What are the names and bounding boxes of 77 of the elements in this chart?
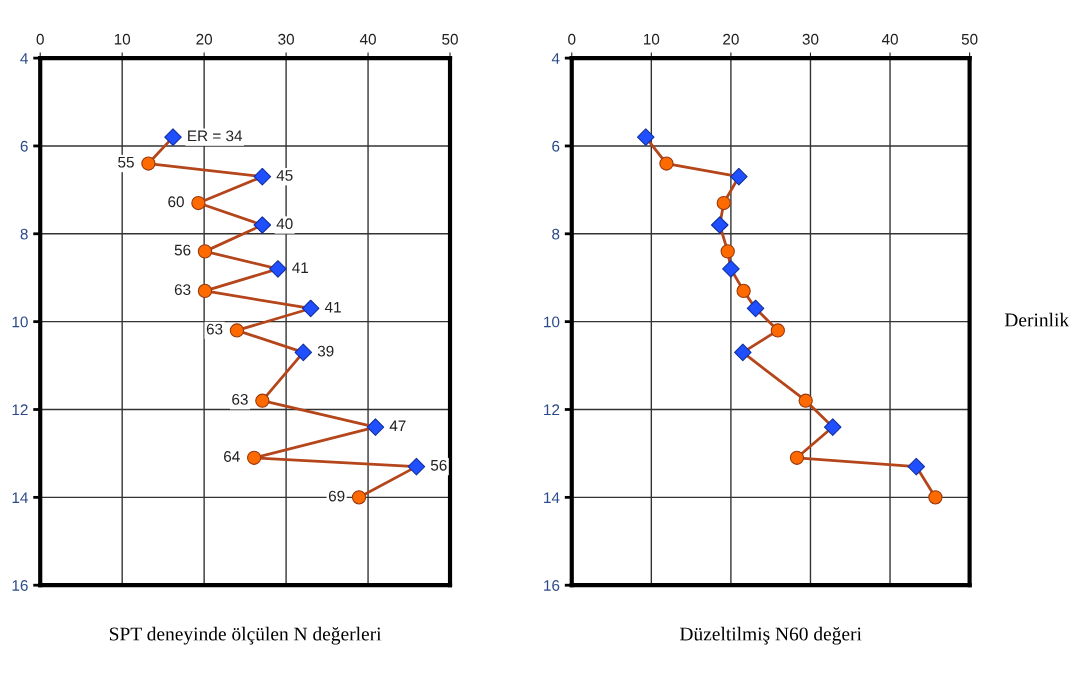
- point: [407, 457, 426, 476]
- x-axis-title: Düzeltilmiş N60 değeri: [679, 626, 862, 645]
- x-tick-label: 50: [442, 33, 458, 45]
- point: [798, 393, 813, 408]
- x-tick-label: 50: [961, 33, 978, 45]
- point: [734, 343, 752, 362]
- y-tick-label: 8: [20, 228, 28, 240]
- point: [164, 128, 182, 146]
- point: [716, 195, 731, 211]
- annotation: 39: [317, 345, 334, 357]
- point: [269, 260, 287, 278]
- y-tick-label: 6: [20, 140, 28, 152]
- y-tick-label: 4: [20, 53, 28, 64]
- x-tick-label: 10: [644, 33, 660, 45]
- annotation: 47: [389, 420, 406, 432]
- y-tick-label: 4: [551, 53, 560, 64]
- x-tick-label: 0: [568, 33, 576, 45]
- x-tick-label: 30: [802, 33, 819, 45]
- annotation: 69: [328, 490, 345, 502]
- point: [746, 299, 765, 318]
- annotation: 60: [168, 196, 184, 208]
- annotation: 45: [276, 170, 293, 181]
- point: [141, 156, 156, 171]
- y-tick-label: 14: [544, 492, 560, 503]
- point: [770, 323, 785, 338]
- x-axis-title: SPT deneyinde ölçülen N değerleri: [109, 626, 382, 645]
- annotation: 63: [174, 284, 191, 295]
- point: [253, 167, 272, 186]
- point: [789, 450, 805, 465]
- annotation: 41: [324, 301, 341, 313]
- y-tick-label: 8: [552, 228, 560, 240]
- point: [197, 244, 213, 259]
- x-tick-label: 20: [196, 33, 213, 45]
- y-tick-label: 16: [544, 580, 560, 591]
- x-tick-label: 30: [278, 33, 294, 45]
- point: [823, 418, 842, 436]
- annotation: 64: [224, 451, 240, 462]
- x-tick-label: 40: [359, 33, 376, 45]
- point: [294, 343, 313, 362]
- point: [722, 260, 740, 278]
- annotation: 56: [430, 459, 447, 471]
- point: [710, 216, 729, 234]
- point: [246, 450, 262, 465]
- y-tick-label: 10: [544, 316, 560, 328]
- point: [351, 490, 367, 505]
- point: [720, 244, 735, 259]
- annotation: 41: [292, 262, 309, 273]
- x-tick-label: 20: [723, 33, 739, 45]
- annotation: ER = 34: [188, 130, 243, 142]
- x-tick-label: 10: [114, 33, 131, 45]
- point: [191, 195, 206, 211]
- point: [659, 156, 674, 171]
- x-tick-label: 40: [881, 33, 898, 45]
- point: [928, 490, 943, 505]
- annotation: 40: [276, 218, 293, 230]
- y-tick-label: 12: [544, 404, 560, 416]
- y-tick-label: 16: [12, 580, 28, 591]
- annotation: 56: [174, 244, 191, 256]
- y-tick-label: 12: [12, 404, 28, 416]
- point: [907, 457, 926, 476]
- y-tick-label: 6: [552, 140, 560, 152]
- annotation: 55: [118, 156, 134, 168]
- annotation: 63: [232, 394, 248, 405]
- y-tick-label: 14: [12, 492, 28, 503]
- y-tick-label: 10: [12, 316, 28, 328]
- point: [197, 283, 213, 299]
- point: [253, 216, 272, 234]
- point: [730, 167, 748, 186]
- point: [301, 299, 320, 318]
- annotation: 63: [206, 323, 223, 335]
- point: [229, 323, 245, 338]
- point: [366, 418, 385, 436]
- point: [636, 128, 655, 146]
- point: [255, 393, 270, 408]
- point: [736, 283, 751, 299]
- x-tick-label: 0: [36, 33, 44, 45]
- y-axis-title: Derinlik: [1004, 312, 1070, 327]
